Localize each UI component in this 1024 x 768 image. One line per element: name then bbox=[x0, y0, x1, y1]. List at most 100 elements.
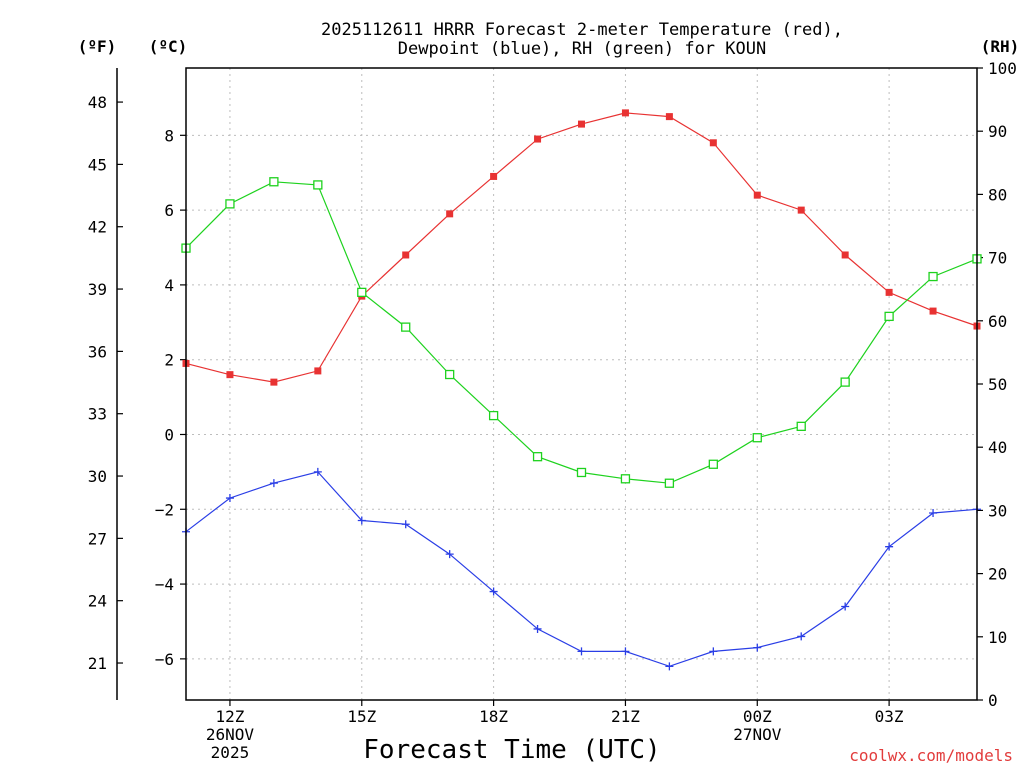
rh-point bbox=[576, 467, 587, 478]
rh-tick-label: 80 bbox=[988, 185, 1007, 204]
dewpoint-point bbox=[753, 643, 762, 652]
temperature-point bbox=[929, 307, 937, 315]
rh-point bbox=[620, 474, 631, 484]
dewpoint-point bbox=[929, 509, 938, 518]
temperature-point bbox=[578, 120, 585, 128]
fahrenheit-tick-label: 30 bbox=[88, 467, 107, 486]
x-tick-label: 21Z bbox=[611, 707, 640, 726]
dewpoint-point bbox=[445, 550, 454, 559]
temperature-point bbox=[797, 206, 805, 214]
temperature-point bbox=[709, 139, 717, 147]
temperature-point bbox=[270, 378, 278, 386]
fahrenheit-tick-label: 33 bbox=[88, 405, 107, 424]
dewpoint-point bbox=[401, 520, 410, 529]
celsius-tick-label: −4 bbox=[155, 575, 174, 594]
credit-text: coolwx.com/models bbox=[849, 746, 1013, 765]
rh-point bbox=[708, 459, 718, 469]
gridlines bbox=[186, 68, 977, 700]
chart-title: 2025112611 HRRR Forecast 2-meter Tempera… bbox=[321, 20, 843, 40]
dewpoint-point bbox=[885, 542, 894, 551]
fahrenheit-tick-label: 24 bbox=[88, 592, 107, 611]
rh-point bbox=[488, 410, 499, 421]
chart-subtitle: Dewpoint (blue), RH (green) for KOUN bbox=[398, 39, 766, 59]
rh-tick-label: 20 bbox=[988, 565, 1007, 584]
x-tick-label: 03Z bbox=[875, 707, 904, 726]
celsius-tick-label: −2 bbox=[155, 500, 174, 519]
dewpoint-point bbox=[841, 602, 850, 611]
fahrenheit-tick-label: 39 bbox=[88, 280, 107, 299]
fahrenheit-tick-label: 48 bbox=[88, 93, 107, 112]
rh-point bbox=[928, 271, 938, 282]
fahrenheit-tick-label: 21 bbox=[88, 654, 107, 673]
dewpoint-point bbox=[577, 647, 586, 656]
rh-tick-label: 70 bbox=[988, 249, 1007, 268]
rh-point bbox=[752, 433, 762, 443]
dewpoint-point bbox=[269, 479, 278, 488]
temperature-line bbox=[185, 112, 978, 383]
rh-tick-label: 50 bbox=[988, 375, 1007, 394]
fahrenheit-tick-label: 27 bbox=[88, 529, 107, 548]
dewpoint-line bbox=[185, 471, 978, 667]
dewpoint-series bbox=[182, 467, 981, 671]
rh-point bbox=[796, 421, 806, 431]
rh-point bbox=[401, 322, 411, 332]
rh-tick-label: 100 bbox=[988, 59, 1017, 78]
fahrenheit-unit-label: (ºF) bbox=[78, 37, 117, 56]
rh-tick-label: 40 bbox=[988, 438, 1007, 457]
dewpoint-point bbox=[797, 632, 806, 641]
dewpoint-point bbox=[313, 467, 322, 476]
x-axis-title: Forecast Time (UTC) bbox=[363, 735, 660, 765]
rh-unit-label: (RH) bbox=[981, 37, 1020, 56]
dewpoint-point bbox=[665, 662, 674, 671]
dewpoint-point bbox=[621, 647, 630, 656]
celsius-tick-label: 8 bbox=[164, 126, 174, 145]
temperature-point bbox=[226, 371, 234, 379]
rh-line bbox=[185, 181, 978, 484]
temperature-series bbox=[182, 109, 981, 386]
rh-series bbox=[181, 177, 982, 488]
celsius-tick-label: 2 bbox=[164, 351, 174, 370]
rh-point bbox=[269, 177, 279, 187]
rh-tick-label: 0 bbox=[988, 691, 998, 710]
temperature-point bbox=[490, 172, 498, 180]
fahrenheit-axis: 48 45 42 39 36 33 30 27 24 21 bbox=[88, 68, 123, 700]
dewpoint-point bbox=[533, 624, 542, 633]
x-tick-label: 26NOV bbox=[206, 725, 255, 744]
celsius-tick-label: 0 bbox=[164, 425, 174, 444]
temperature-point bbox=[841, 251, 849, 259]
rh-point bbox=[532, 452, 543, 462]
celsius-axis: 8 6 4 2 0 −2 −4 −6 bbox=[155, 126, 186, 669]
dewpoint-point bbox=[225, 494, 234, 503]
rh-tick-label: 60 bbox=[988, 312, 1007, 331]
dewpoint-point bbox=[357, 516, 366, 525]
temperature-point bbox=[402, 251, 410, 259]
temperature-point bbox=[314, 367, 322, 375]
fahrenheit-tick-label: 42 bbox=[88, 218, 107, 237]
x-tick-label: 15Z bbox=[347, 707, 376, 726]
celsius-tick-label: 6 bbox=[164, 201, 174, 220]
rh-point bbox=[664, 478, 675, 488]
temperature-point bbox=[621, 109, 629, 117]
dewpoint-point bbox=[709, 647, 718, 656]
x-tick-label: 2025 bbox=[211, 743, 250, 762]
rh-point bbox=[313, 180, 323, 190]
series-group bbox=[181, 109, 982, 671]
temperature-point bbox=[753, 191, 761, 199]
rh-point bbox=[357, 287, 367, 298]
rh-point bbox=[225, 199, 235, 209]
temperature-point bbox=[665, 113, 673, 121]
x-tick-label: 27NOV bbox=[733, 725, 782, 744]
temperature-point bbox=[534, 135, 542, 143]
rh-point bbox=[884, 311, 894, 322]
temperature-point bbox=[885, 288, 893, 296]
rh-tick-label: 90 bbox=[988, 122, 1007, 141]
fahrenheit-tick-label: 36 bbox=[88, 342, 107, 361]
rh-point bbox=[445, 369, 455, 380]
dewpoint-point bbox=[489, 587, 498, 596]
x-tick-label: 00Z bbox=[743, 707, 772, 726]
temperature-point bbox=[446, 210, 454, 218]
rh-point bbox=[840, 377, 850, 387]
